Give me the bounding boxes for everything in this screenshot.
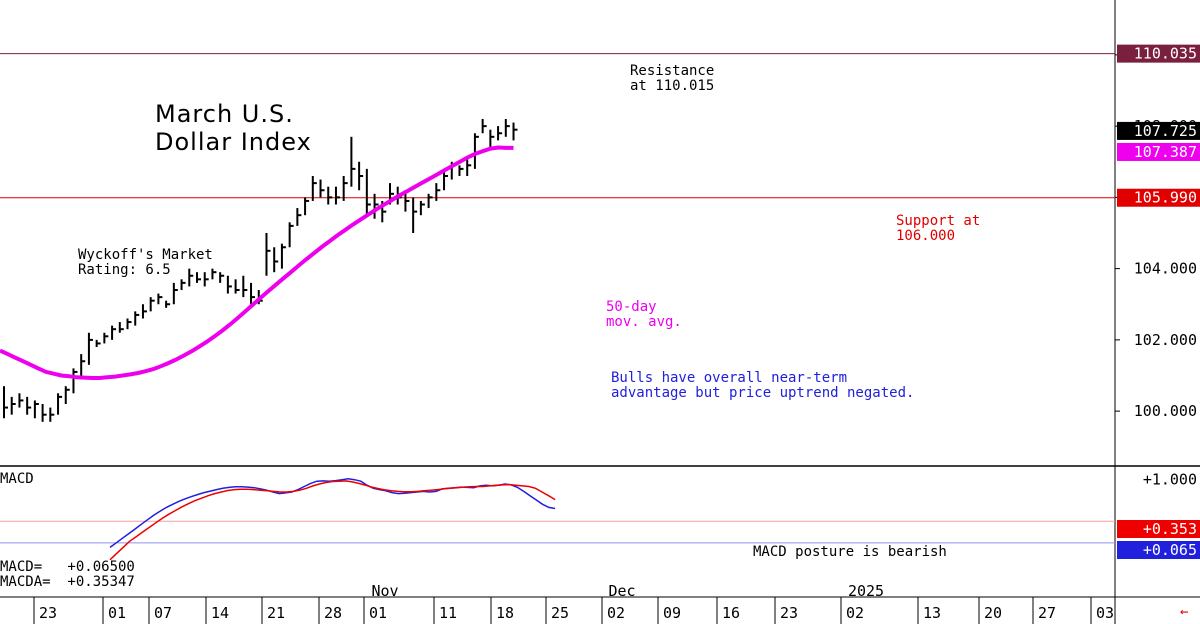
last-price-box — [1117, 121, 1200, 140]
scroll-left-arrow-icon[interactable]: ← — [1180, 604, 1189, 620]
x-tick-label: 02 — [846, 604, 864, 622]
x-tick-label: 01 — [369, 604, 387, 622]
x-tick-label: 02 — [607, 604, 625, 622]
y-tick-label: 100.000 — [1134, 402, 1197, 420]
support-value-label: 105.990 — [1134, 189, 1197, 207]
y-tick-label: 102.000 — [1134, 331, 1197, 349]
x-tick-label: 21 — [267, 604, 285, 622]
macd-posture-note: MACD posture is bearish — [753, 544, 947, 560]
macd-readout: MACD= +0.06500 MACDA= +0.35347 — [0, 560, 141, 590]
support-value-box — [1117, 188, 1200, 207]
resistance-value-label: 110.035 — [1134, 45, 1197, 63]
macd-panel-title: MACD — [0, 471, 34, 487]
macd-value-box — [1117, 541, 1200, 559]
month-label: Nov — [371, 582, 398, 600]
x-tick-label: 14 — [211, 604, 229, 622]
y-tick-label: 104.000 — [1134, 260, 1197, 278]
macd-series-macda — [109, 480, 556, 561]
month-label: Dec — [608, 582, 635, 600]
x-tick-label: 28 — [324, 604, 342, 622]
last-price-label: 107.725 — [1134, 122, 1197, 140]
x-tick-label: 25 — [551, 604, 569, 622]
x-tick-label: 11 — [439, 604, 457, 622]
resistance-value-box — [1117, 44, 1200, 63]
x-tick-label: 01 — [108, 604, 126, 622]
chart-title: March U.S. Dollar Index — [155, 100, 312, 156]
x-tick-label: 23 — [39, 604, 57, 622]
x-tick-label: 16 — [722, 604, 740, 622]
x-tick-label: 27 — [1038, 604, 1056, 622]
macd-value-label: +0.065 — [1143, 541, 1197, 559]
x-tick-label: 03 — [1096, 604, 1114, 622]
x-tick-label: 18 — [496, 604, 514, 622]
ma-value-label: 107.387 — [1134, 143, 1197, 161]
moving-average-line — [0, 145, 514, 380]
macd-value-box — [1117, 520, 1200, 538]
market-rating: Wyckoff's Market Rating: 6.5 — [78, 247, 213, 278]
support-annotation: Support at 106.000 — [896, 213, 981, 244]
x-tick-label: 20 — [984, 604, 1002, 622]
month-label: 2025 — [848, 582, 884, 600]
x-tick-label: 13 — [923, 604, 941, 622]
macd-value-label: +0.353 — [1143, 520, 1197, 538]
moving-average-annotation: 50-day mov. avg. — [606, 299, 682, 330]
macd-series-macd — [109, 478, 556, 549]
commentary-annotation: Bulls have overall near-term advantage b… — [611, 370, 915, 401]
ma-value-box — [1117, 142, 1200, 161]
resistance-annotation: Resistance at 110.015 — [630, 63, 715, 94]
x-tick-label: 09 — [663, 604, 681, 622]
macd-y-tick-label: +1.000 — [1143, 471, 1197, 489]
x-tick-label: 23 — [780, 604, 798, 622]
x-tick-label: 07 — [154, 604, 172, 622]
